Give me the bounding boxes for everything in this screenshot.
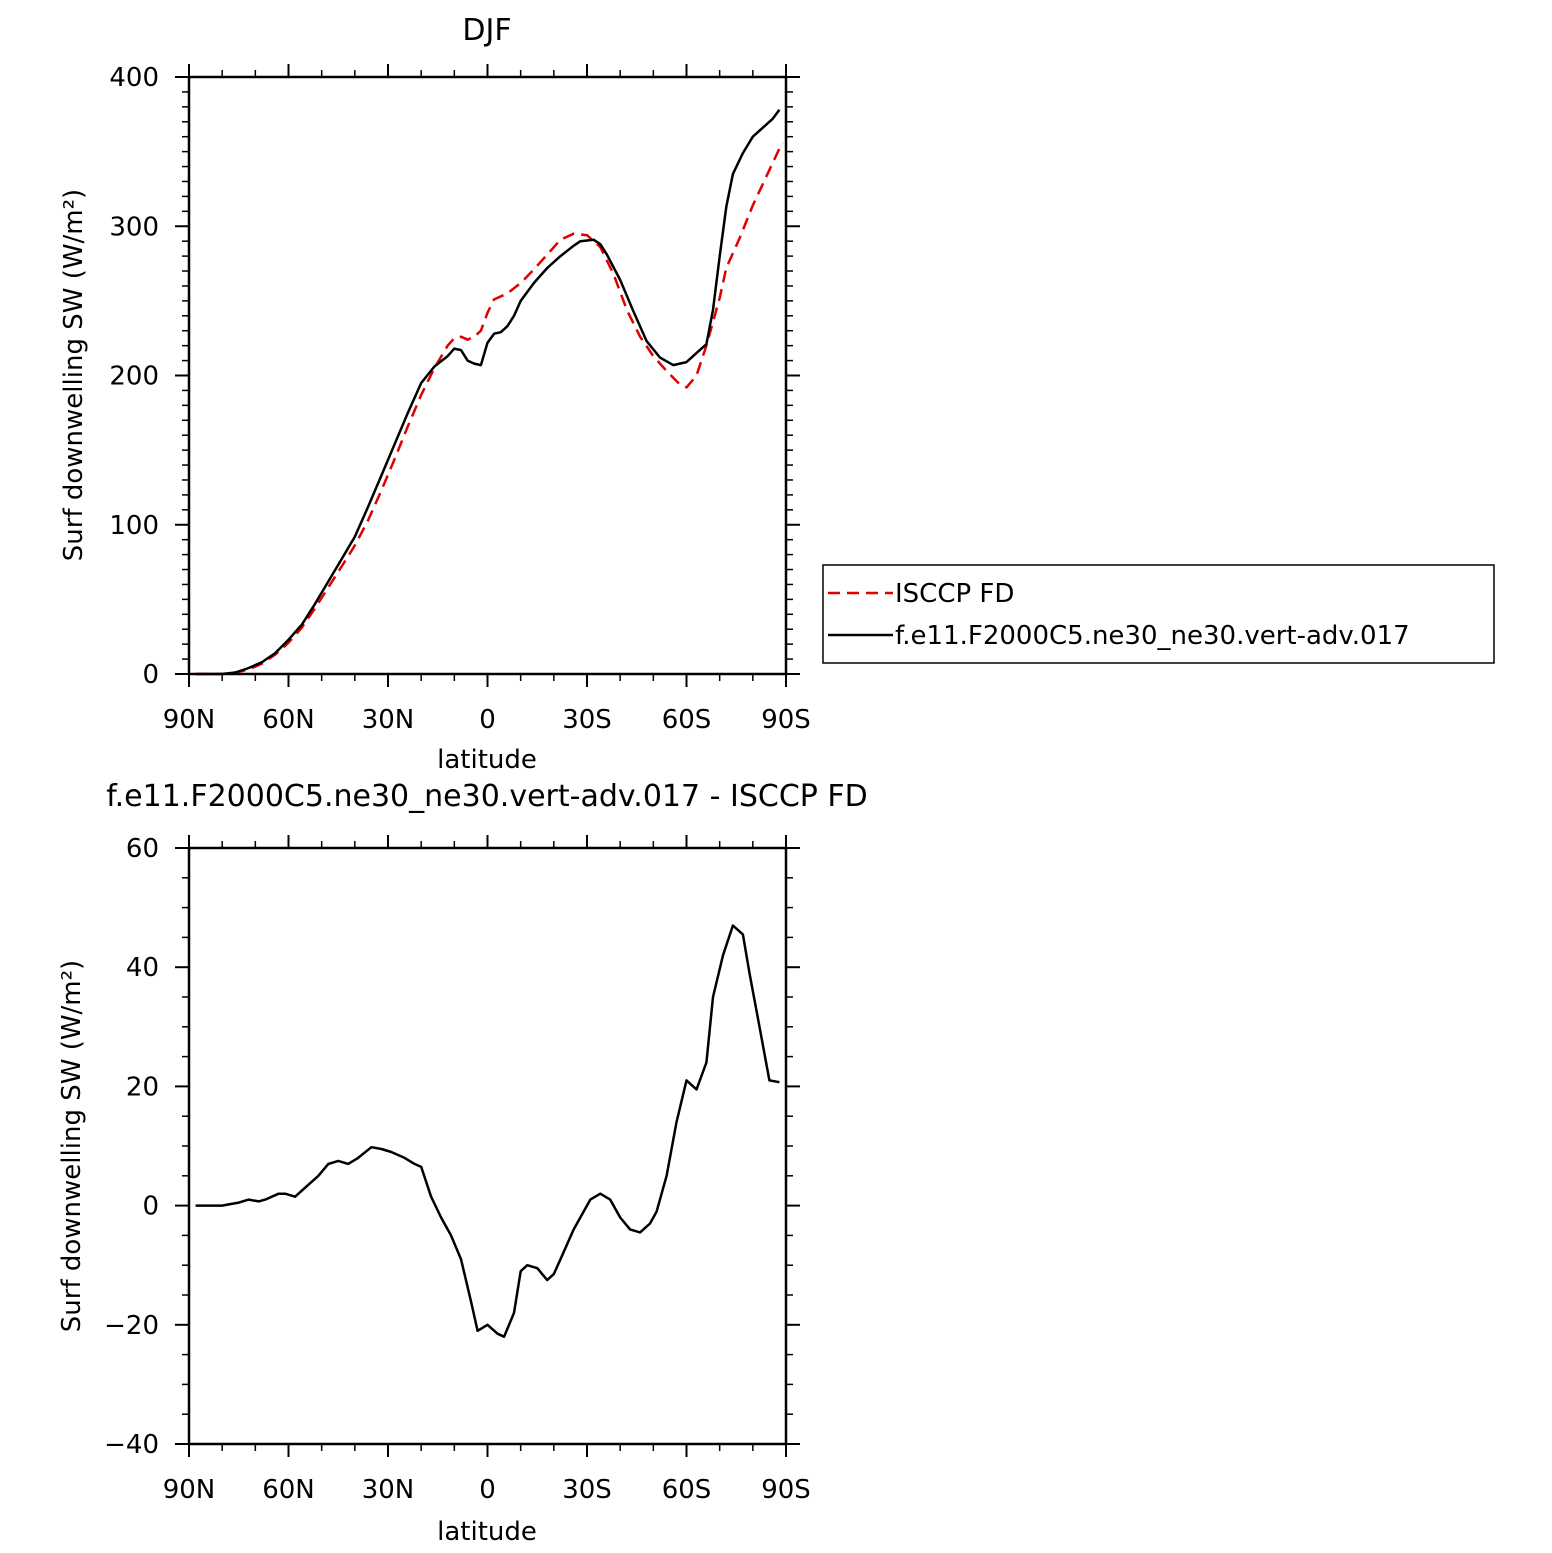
legend-label-isccp: ISCCP FD (895, 579, 1014, 609)
top-series-line-1 (195, 109, 781, 676)
bottom-ytick-label: 0 (142, 1192, 159, 1222)
bottom-xtick-label: 90S (761, 1475, 811, 1505)
bottom-xtick-label: 30N (362, 1475, 415, 1505)
top-ytick-label: 0 (142, 660, 159, 690)
top-ytick-label: 100 (109, 511, 159, 541)
top-tick-labels: 90N 60N 30N 0 30S 60S 90S 0 100 200 300 400 (109, 63, 810, 735)
top-xtick-label: 90N (163, 705, 216, 735)
top-chart-title: DJF (462, 13, 511, 48)
legend-box (822, 564, 1495, 664)
top-xtick-label: 60S (662, 705, 712, 735)
bottom-ytick-label: 60 (126, 834, 159, 864)
top-xtick-label: 0 (479, 705, 496, 735)
bottom-axis-ticks (175, 835, 800, 1457)
top-x-axis-label: latitude (437, 745, 537, 775)
top-series-lines (195, 109, 784, 676)
bottom-y-axis-label: Surf downwelling SW (W/m²) (57, 960, 87, 1332)
top-xtick-label: 90S (761, 705, 811, 735)
top-ytick-label: 400 (109, 63, 159, 93)
top-axis-ticks (175, 64, 800, 687)
bottom-ytick-label: 20 (126, 1072, 159, 1102)
bottom-xtick-label: 0 (479, 1475, 496, 1505)
bottom-x-axis-label: latitude (437, 1517, 537, 1547)
legend-label-model: f.e11.F2000C5.ne30_ne30.vert-adv.017 (895, 621, 1410, 651)
bottom-plot-frame (187, 846, 788, 1446)
bottom-xtick-label: 30S (562, 1475, 612, 1505)
top-plot-frame (187, 75, 788, 676)
bottom-xtick-label: 60S (662, 1475, 712, 1505)
top-xtick-label: 30N (362, 705, 415, 735)
top-panel: DJF 90N 60N 30N 0 30S 60S 90S 0 100 200 300 400 lat… (59, 13, 811, 775)
bottom-ytick-label: −20 (104, 1311, 159, 1341)
bottom-xtick-label: 60N (262, 1475, 315, 1505)
top-ytick-label: 200 (109, 362, 159, 392)
bottom-ytick-label: −40 (104, 1430, 159, 1460)
bottom-tick-labels: 90N 60N 30N 0 30S 60S 90S −40 −20 0 20 40 60 (104, 834, 811, 1505)
top-series-line-0 (195, 142, 784, 676)
top-ytick-label: 300 (109, 212, 159, 242)
bottom-series-line-0 (195, 924, 780, 1338)
legend: ISCCP FD f.e11.F2000C5.ne30_ne30.vert-ad… (822, 564, 1495, 664)
bottom-series-lines (195, 924, 780, 1338)
top-y-axis-label: Surf downwelling SW (W/m²) (59, 189, 89, 561)
bottom-ytick-label: 40 (126, 953, 159, 983)
top-xtick-label: 60N (262, 705, 315, 735)
bottom-chart-title: f.e11.F2000C5.ne30_ne30.vert-adv.017 - I… (106, 779, 868, 814)
bottom-panel: f.e11.F2000C5.ne30_ne30.vert-adv.017 - I… (57, 779, 868, 1547)
top-xtick-label: 30S (562, 705, 612, 735)
bottom-xtick-label: 90N (163, 1475, 216, 1505)
